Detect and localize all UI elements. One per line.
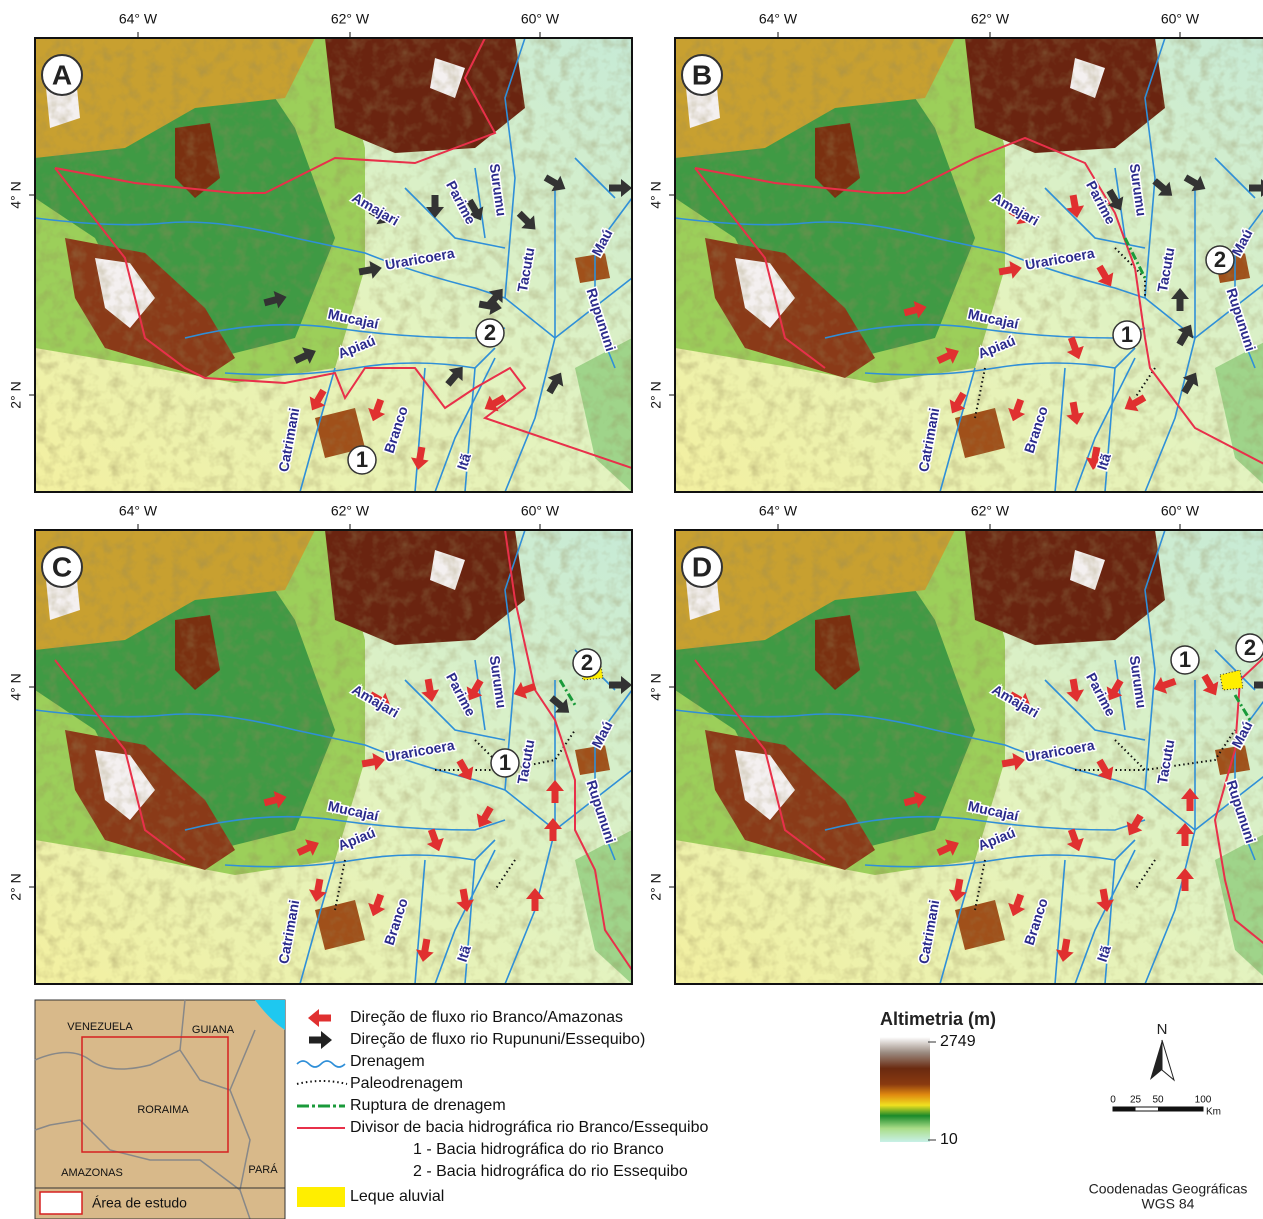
scale-seg	[1113, 1107, 1136, 1111]
map-panel: AmajariParimeSurumuMaúUraricoeraMucajaíA…	[8, 503, 632, 984]
elevation-title: Altimetria (m)	[880, 1009, 996, 1029]
map-panel: AmajariParimeSurumuMaúUraricoeraMucajaíA…	[8, 11, 632, 492]
legend-red-arrow	[308, 1009, 331, 1027]
y-tick-label: 4° N	[648, 181, 664, 208]
basin-number: 2	[581, 650, 593, 675]
coordinate-label: WGS 84	[1142, 1196, 1195, 1212]
legend-black-arrow	[309, 1031, 332, 1049]
scale-label: 25	[1130, 1095, 1142, 1106]
inset-label: RORAIMA	[137, 1104, 189, 1116]
panel-letter: C	[52, 551, 72, 582]
x-tick-label: 62° W	[971, 503, 1010, 519]
elevation-max: 2749	[940, 1033, 976, 1050]
legend-label: Divisor de bacia hidrográfica rio Branco…	[350, 1119, 709, 1136]
page: {"panels": [ {"letter": "A", "x_labels":…	[0, 0, 1263, 1219]
y-tick-label: 2° N	[648, 381, 664, 408]
inset-legend-box	[40, 1192, 82, 1214]
x-tick-label: 60° W	[521, 503, 560, 519]
legend-label: 1 - Bacia hidrográfica do rio Branco	[413, 1141, 664, 1158]
y-tick-label: 2° N	[8, 381, 24, 408]
panel-letter: B	[692, 59, 712, 90]
scale-unit: Km	[1206, 1107, 1221, 1118]
coordinate-label: Coodenadas Geográficas	[1089, 1181, 1248, 1197]
x-tick-label: 64° W	[759, 503, 798, 519]
legend-label: Paleodrenagem	[350, 1075, 463, 1092]
texture	[675, 38, 1263, 492]
legend-label: Drenagem	[350, 1053, 425, 1070]
x-tick-label: 60° W	[1161, 503, 1200, 519]
legend-label: Ruptura de drenagem	[350, 1097, 506, 1114]
legend-fan	[297, 1187, 345, 1207]
y-tick-label: 4° N	[648, 673, 664, 700]
inset-label: GUIANA	[192, 1024, 235, 1036]
texture	[35, 38, 632, 492]
north-arrow	[1162, 1040, 1174, 1080]
elevation-bar	[880, 1037, 930, 1142]
inset-label: PARÁ	[248, 1163, 278, 1176]
basin-number: 1	[1121, 322, 1133, 347]
y-tick-label: 2° N	[8, 873, 24, 900]
terrain: AmajariParimeSurumuMaúUraricoeraMucajaíA…	[35, 38, 632, 492]
basin-number: 2	[1214, 247, 1226, 272]
panel-letter: D	[692, 551, 712, 582]
legend-drainage	[297, 1061, 345, 1067]
x-tick-label: 64° W	[759, 11, 798, 27]
x-tick-label: 62° W	[331, 503, 370, 519]
scale-seg	[1158, 1107, 1203, 1111]
scale-label: 0	[1110, 1095, 1116, 1106]
texture	[35, 530, 632, 984]
map-panel: AmajariParimeSurumuMaúUraricoeraMucajaíA…	[648, 503, 1263, 984]
inset-label: VENEZUELA	[67, 1021, 133, 1033]
x-tick-label: 62° W	[971, 11, 1010, 27]
panel-letter: A	[52, 59, 72, 90]
scale-label: 50	[1152, 1095, 1164, 1106]
north-label: N	[1157, 1021, 1168, 1038]
legend-label: 2 - Bacia hidrográfica do rio Essequibo	[413, 1163, 688, 1180]
x-tick-label: 64° W	[119, 11, 158, 27]
legend: Direção de fluxo rio Branco/Amazonas Dire…	[297, 1009, 709, 1207]
legend-label: Leque aluvial	[350, 1188, 444, 1205]
elevation-min: 10	[940, 1131, 958, 1148]
basin-number: 2	[484, 320, 496, 345]
y-tick-label: 2° N	[648, 873, 664, 900]
x-tick-label: 60° W	[1161, 11, 1200, 27]
x-tick-label: 64° W	[119, 503, 158, 519]
inset-label: AMAZONAS	[61, 1167, 123, 1179]
scale-label: 100	[1195, 1095, 1212, 1106]
legend-paleo	[297, 1081, 347, 1084]
legend-label: Direção de fluxo rio Rupununi/Essequibo)	[350, 1031, 645, 1048]
texture	[675, 530, 1263, 984]
x-tick-label: 62° W	[331, 11, 370, 27]
y-tick-label: 4° N	[8, 181, 24, 208]
y-tick-label: 4° N	[8, 673, 24, 700]
x-tick-label: 60° W	[521, 11, 560, 27]
figure: AmajariParimeSurumuMaúUraricoeraMucajaíA…	[0, 0, 1263, 1219]
basin-number: 1	[1179, 647, 1191, 672]
basin-number: 1	[499, 750, 511, 775]
north-arrow	[1150, 1040, 1162, 1080]
inset-legend-label: Área de estudo	[92, 1195, 187, 1211]
legend-label: Direção de fluxo rio Branco/Amazonas	[350, 1009, 623, 1026]
basin-number: 2	[1244, 635, 1256, 660]
basin-number: 1	[356, 447, 368, 472]
